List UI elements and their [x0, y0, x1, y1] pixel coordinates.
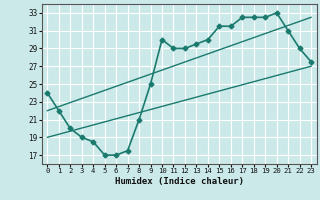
X-axis label: Humidex (Indice chaleur): Humidex (Indice chaleur)	[115, 177, 244, 186]
